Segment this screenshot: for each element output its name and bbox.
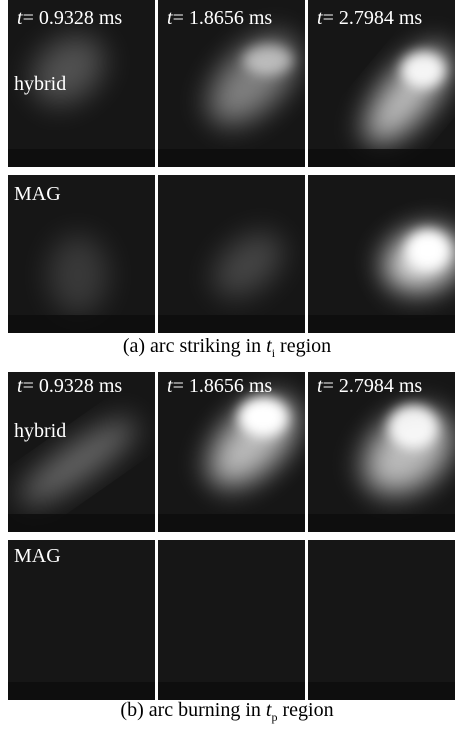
caption-text: region [275,335,331,357]
cell-bg [158,540,305,700]
base-plate [8,682,155,700]
time-label: t= 0.9328 ms [17,7,122,29]
base-plate [308,682,455,700]
caption: (b) arc burning in tp region [120,699,333,724]
base-plate [158,315,305,333]
image-cell [308,540,455,700]
image-cell [158,175,305,333]
image-cell [158,540,305,700]
time-label: t= 2.7984 ms [317,375,422,397]
arc-glow [401,52,445,88]
caption-text: region [277,699,333,721]
time-value: = 2.7984 ms [323,375,423,397]
caption: (a) arc striking in ti region [123,335,331,360]
time-value: = 0.9328 ms [23,375,123,397]
time-value: = 2.7984 ms [323,7,423,29]
base-plate [158,682,305,700]
row-label: hybrid [14,73,66,95]
time-label: t= 0.9328 ms [17,375,122,397]
time-value: = 1.8656 ms [173,7,273,29]
base-plate [158,149,305,167]
base-plate [308,315,455,333]
time-label: t= 1.8656 ms [167,7,272,29]
arc-glow [406,230,450,270]
base-plate [8,315,155,333]
time-value: = 1.8656 ms [173,375,273,397]
time-label: t= 2.7984 ms [317,7,422,29]
row-label: hybrid [14,420,66,442]
arc-glow [48,235,108,315]
cell-bg [308,540,455,700]
arc-glow [238,397,288,437]
time-label: t= 1.8656 ms [167,375,272,397]
base-plate [8,514,155,532]
caption-text: (b) arc burning in [120,699,266,721]
time-value: = 0.9328 ms [23,7,123,29]
row-label: MAG [14,183,61,205]
base-plate [308,514,455,532]
row-label: MAG [14,545,61,567]
base-plate [308,149,455,167]
image-cell [308,175,455,333]
figure: hybrid MAG t= 0.9328 ms t= 1.8656 ms t= 2.79… [0,0,455,732]
base-plate [158,514,305,532]
base-plate [8,149,155,167]
caption-text: (a) arc striking in [123,335,266,357]
arc-glow [243,45,293,75]
arc-glow [388,405,438,449]
